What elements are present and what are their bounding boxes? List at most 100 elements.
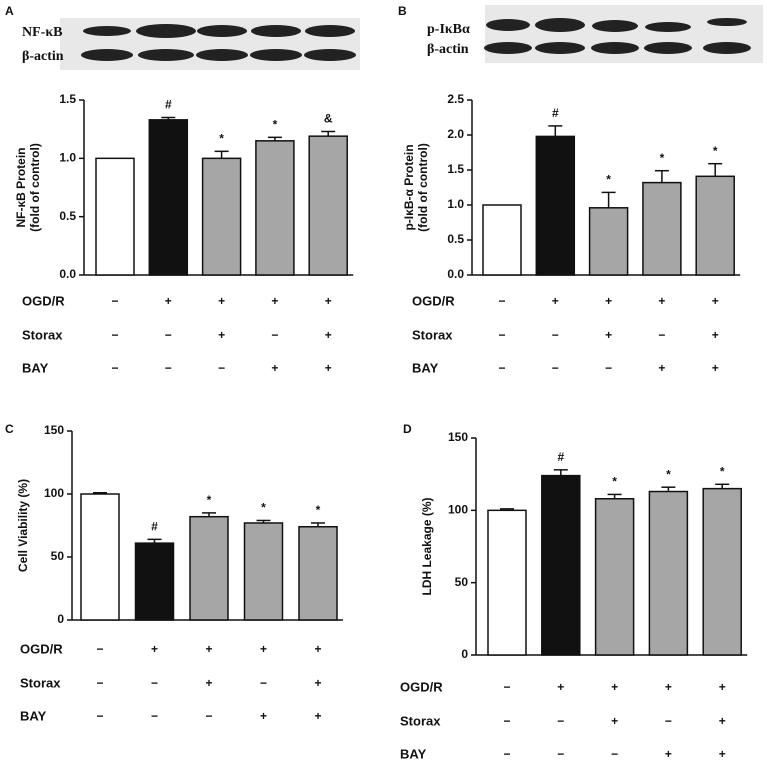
y-tick-label: 150 (448, 430, 468, 444)
annotation: * (720, 464, 725, 478)
treatment-sign: − (498, 328, 505, 342)
treatment-sign: + (611, 714, 618, 728)
treatment-sign: − (552, 361, 559, 375)
treatment-sign: + (665, 747, 672, 761)
blot-b (484, 5, 763, 63)
treatment-sign: + (557, 680, 564, 694)
treatment-sign: + (658, 294, 665, 308)
treatment-sign: + (658, 361, 665, 375)
treatment-sign: − (557, 714, 564, 728)
bar (148, 119, 189, 276)
treatment-sign: − (111, 294, 118, 308)
annotation: & (324, 112, 333, 126)
panel-label: D (403, 422, 412, 436)
treatment-sign: + (325, 361, 332, 375)
treatment-sign: − (96, 709, 103, 723)
treatment-sign: − (503, 714, 510, 728)
treatment-sign: − (658, 328, 665, 342)
y-axis-label: LDH Leakage (%) (420, 497, 434, 595)
treatment-name: OGD/R (412, 293, 455, 308)
annotation: * (273, 118, 278, 132)
treatment-sign: − (498, 294, 505, 308)
blot-label: β-actin (22, 49, 64, 64)
treatment-sign: − (260, 676, 267, 690)
y-tick-label: 1.5 (59, 92, 76, 106)
treatment-sign: + (260, 709, 267, 723)
blot-label: NF-κB (22, 25, 62, 40)
y-axis-label: (fold of control) (28, 143, 42, 232)
treatment-sign: + (314, 709, 321, 723)
bar (308, 135, 348, 276)
y-tick-label: 150 (44, 423, 64, 437)
treatment-sign: + (218, 294, 225, 308)
treatment-sign: + (611, 680, 618, 694)
bar (80, 493, 120, 621)
y-tick-label: 2.5 (447, 92, 464, 106)
treatment-sign: − (605, 361, 612, 375)
treatment-sign: − (218, 361, 225, 375)
treatment-name: BAY (22, 360, 49, 375)
treatment-sign: − (165, 361, 172, 375)
bar (642, 181, 682, 276)
bar (695, 175, 735, 276)
treatment-name: OGD/R (400, 679, 443, 694)
panel-label: C (5, 422, 14, 436)
treatment-sign: − (665, 714, 672, 728)
treatment-sign: − (165, 328, 172, 342)
y-tick-label: 0.5 (447, 232, 464, 246)
bar (482, 204, 522, 276)
bar (255, 140, 295, 276)
annotation: # (165, 98, 172, 112)
treatment-sign: + (605, 328, 612, 342)
treatment-sign: + (314, 676, 321, 690)
treatment-sign: − (151, 709, 158, 723)
treatment-sign: + (605, 294, 612, 308)
panel-label: A (5, 4, 14, 18)
treatment-sign: + (165, 294, 172, 308)
treatment-sign: + (712, 328, 719, 342)
treatment-name: OGD/R (22, 293, 65, 308)
treatment-sign: + (325, 328, 332, 342)
y-tick-label: 1.0 (59, 151, 76, 165)
treatment-name: Storax (412, 327, 453, 342)
annotation: # (151, 520, 158, 534)
treatment-sign: − (503, 680, 510, 694)
treatment-name: BAY (400, 746, 427, 761)
bar (702, 487, 742, 656)
treatment-name: Storax (20, 675, 61, 690)
y-tick-label: 0.0 (447, 267, 464, 281)
treatment-sign: − (151, 676, 158, 690)
panel-label: B (398, 4, 407, 18)
y-tick-label: 1.5 (447, 162, 464, 176)
bar (535, 135, 576, 276)
treatment-sign: − (96, 642, 103, 656)
y-tick-label: 0.5 (59, 209, 76, 223)
treatment-sign: − (503, 747, 510, 761)
treatment-sign: + (712, 294, 719, 308)
treatment-sign: + (260, 642, 267, 656)
treatment-sign: − (552, 328, 559, 342)
treatment-sign: − (96, 676, 103, 690)
treatment-sign: − (205, 709, 212, 723)
blot-label: p-IκBα (427, 22, 470, 37)
treatment-name: BAY (412, 360, 439, 375)
treatment-sign: − (111, 361, 118, 375)
y-axis-label: (fold of control) (416, 143, 430, 232)
treatment-sign: + (151, 642, 158, 656)
bar (588, 207, 629, 276)
treatment-sign: + (205, 642, 212, 656)
y-tick-label: 100 (448, 503, 468, 517)
bar (298, 526, 338, 621)
treatment-sign: + (314, 642, 321, 656)
bar (189, 515, 229, 621)
treatment-sign: + (271, 294, 278, 308)
blot-label: β-actin (427, 42, 469, 57)
bar (134, 542, 175, 621)
treatment-name: Storax (22, 327, 63, 342)
annotation: * (219, 132, 224, 146)
bar (594, 498, 635, 656)
annotation: * (316, 503, 321, 517)
bar (648, 490, 689, 656)
annotation: # (557, 450, 564, 464)
